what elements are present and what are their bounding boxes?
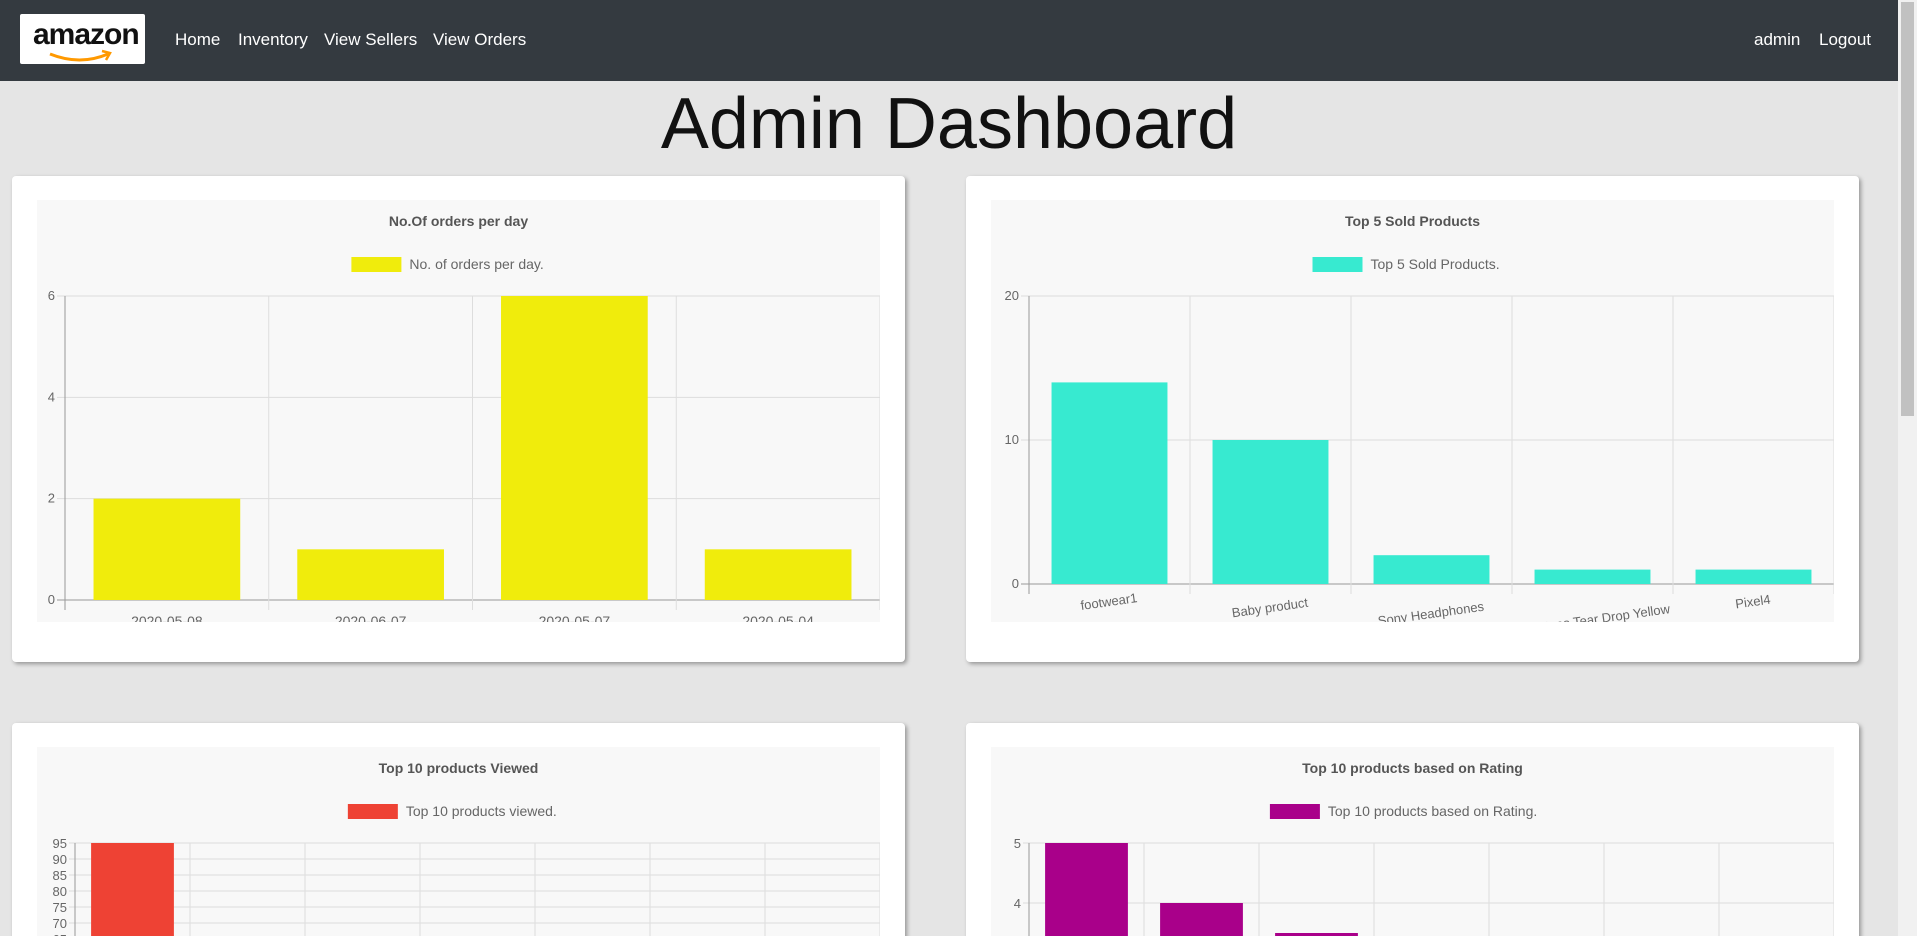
orders-per-day-svg: No.Of orders per day No. of orders per da… (48, 213, 880, 622)
page-title: Admin Dashboard (660, 84, 1238, 164)
bar (1695, 569, 1812, 584)
chart-title: Top 5 Sold Products (1345, 213, 1480, 229)
chart-title: Top 10 products Viewed (379, 760, 539, 776)
x-tick-label: 2020-05-04 (742, 613, 814, 622)
y-tick-label: 75 (53, 900, 67, 915)
bar (93, 498, 241, 600)
x-tick-label: Sony Headphones (1377, 599, 1486, 622)
legend-swatch (1312, 257, 1363, 272)
bar (1160, 903, 1243, 936)
top-viewed-card: Top 10 products Viewed Top 10 products vi… (12, 723, 905, 936)
x-tick-label: Pixel4 (1734, 592, 1771, 612)
y-tick-label: 0 (1012, 576, 1019, 591)
top-sold-svg: Top 5 Sold Products Top 5 Sold Products. 0… (1005, 213, 1834, 622)
y-tick-label: 6 (48, 288, 55, 303)
bar (1045, 843, 1128, 936)
top-viewed-chart: Top 10 products Viewed Top 10 products vi… (37, 747, 880, 936)
orders-per-day-chart: No.Of orders per day No. of orders per da… (37, 200, 880, 622)
y-tick-label: 70 (53, 916, 67, 931)
y-tick-label: 90 (53, 852, 67, 867)
logo-text: amazon (33, 18, 140, 51)
scrollbar-thumb[interactable] (1901, 2, 1914, 416)
x-tick-label: Baby product (1231, 595, 1309, 621)
y-tick-label: 10 (1005, 432, 1019, 447)
top-viewed-svg: Top 10 products Viewed Top 10 products vi… (53, 760, 880, 936)
y-tick-label: 0 (48, 592, 55, 607)
top-rating-chart: Top 10 products based on Rating Top 10 pr… (991, 747, 1834, 936)
bar (297, 549, 444, 600)
top-sold-chart: Top 5 Sold Products Top 5 Sold Products. 0… (991, 200, 1834, 622)
y-tick-label: 5 (1014, 836, 1021, 851)
y-tick-label: 65 (53, 932, 67, 936)
legend-swatch (347, 804, 398, 819)
y-tick-label: 2 (48, 491, 55, 506)
orders-per-day-card: No.Of orders per day No. of orders per da… (12, 176, 905, 662)
legend-label: No. of orders per day. (409, 256, 543, 272)
legend-label: Top 10 products viewed. (406, 803, 557, 819)
legend-swatch (1269, 804, 1320, 819)
top-rating-card: Top 10 products based on Rating Top 10 pr… (966, 723, 1859, 936)
chart-title: No.Of orders per day (389, 213, 528, 229)
x-tick-label: 2020-05-07 (539, 613, 611, 622)
logout-link[interactable]: Logout (1819, 30, 1871, 49)
y-tick-label: 85 (53, 868, 67, 883)
top-rating-svg: Top 10 products based on Rating Top 10 pr… (1014, 760, 1834, 936)
x-tick-label: footwear1 (1080, 590, 1139, 613)
y-tick-label: 4 (48, 389, 55, 404)
y-tick-label: 20 (1005, 288, 1019, 303)
x-tick-label: Tomatoes Tear Drop Yellow (1513, 601, 1671, 622)
nav-home-link[interactable]: Home (175, 30, 221, 49)
chart-title: Top 10 products based on Rating (1302, 760, 1523, 776)
bar (1373, 555, 1490, 584)
bar (1275, 933, 1358, 936)
amazon-logo[interactable]: amazon (20, 14, 145, 64)
x-tick-label: 2020-05-08 (131, 613, 203, 622)
y-tick-label: 80 (53, 884, 67, 899)
top-sold-card: Top 5 Sold Products Top 5 Sold Products. 0… (966, 176, 1859, 662)
nav-user-link[interactable]: admin (1754, 30, 1801, 49)
page-scrollbar[interactable] (1898, 0, 1917, 936)
legend-swatch (351, 257, 402, 272)
navbar: amazon Home Inventory View Sellers View … (0, 0, 1898, 81)
bar (91, 843, 174, 936)
nav-view-sellers-link[interactable]: View Sellers (324, 30, 418, 49)
legend-label: Top 5 Sold Products. (1371, 256, 1500, 272)
smile-arrow-icon (49, 49, 112, 62)
y-tick-label: 4 (1014, 896, 1021, 911)
nav-view-orders-link[interactable]: View Orders (433, 30, 527, 49)
bar (1212, 440, 1329, 584)
bar (501, 296, 648, 600)
bar (1051, 382, 1168, 584)
bar (704, 549, 852, 600)
legend-label: Top 10 products based on Rating. (1328, 803, 1537, 819)
x-tick-label: 2020-06-07 (335, 613, 407, 622)
bar (1534, 569, 1651, 584)
y-tick-label: 95 (53, 836, 67, 851)
nav-inventory-link[interactable]: Inventory (238, 30, 308, 49)
